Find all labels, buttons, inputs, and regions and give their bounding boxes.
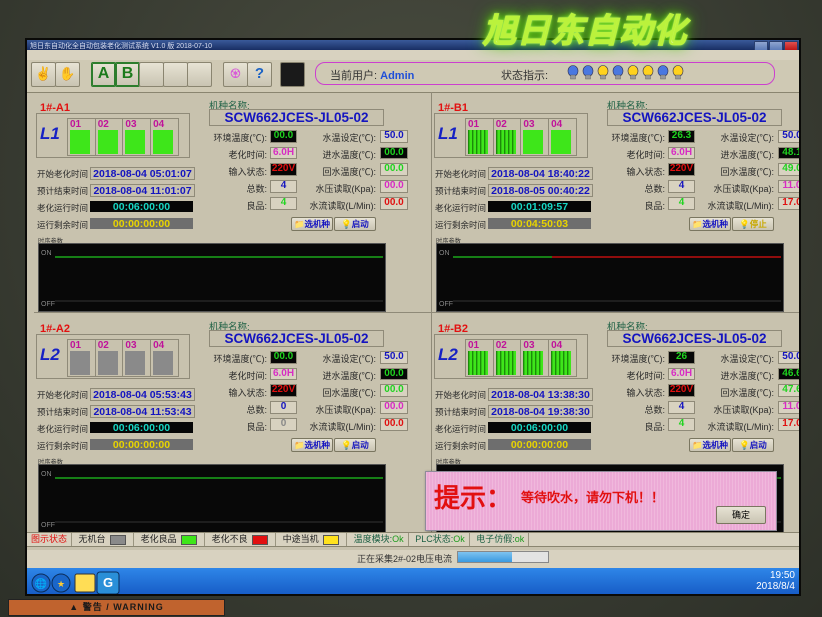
svg-text:ON: ON xyxy=(41,471,52,478)
svg-text:★: ★ xyxy=(57,579,65,589)
svg-text:G: G xyxy=(103,575,113,590)
svg-text:ON: ON xyxy=(439,250,450,257)
svg-text:🌐: 🌐 xyxy=(35,577,47,590)
svg-text:OFF: OFF xyxy=(41,301,55,308)
svg-text:OFF: OFF xyxy=(41,522,55,529)
svg-text:ON: ON xyxy=(41,250,52,257)
svg-text:OFF: OFF xyxy=(439,301,453,308)
